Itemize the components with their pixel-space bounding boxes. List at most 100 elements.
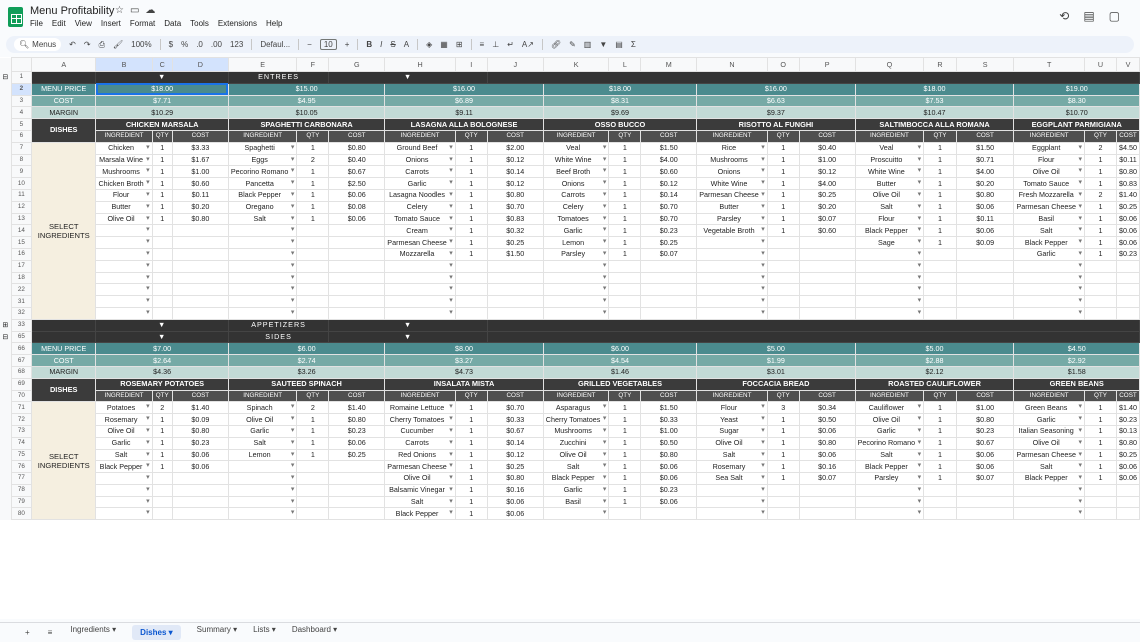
qty-cell[interactable]: 1 (296, 448, 330, 462)
cost-cell[interactable]: $0.08 (328, 200, 386, 214)
qty-cell[interactable]: 1 (1083, 448, 1118, 462)
cost-cell[interactable]: $0.50 (640, 436, 698, 450)
cost-cell[interactable] (955, 306, 1015, 320)
strikethrough-icon[interactable]: S (390, 40, 396, 49)
search-menus[interactable]: 🔍︎ Menus (14, 38, 62, 51)
cost-cell[interactable]: $0.09 (171, 413, 229, 426)
cost-cell[interactable] (328, 306, 386, 320)
qty-cell[interactable] (608, 283, 642, 297)
cost-cell[interactable]: $0.70 (640, 200, 698, 214)
ingredient-dropdown[interactable]: Carrots (542, 188, 610, 202)
qty-cell[interactable]: 1 (766, 141, 800, 155)
column-header-g[interactable]: G (328, 57, 386, 72)
cost-cell[interactable]: $0.23 (1116, 413, 1140, 426)
qty-cell[interactable]: 1 (296, 200, 330, 214)
sheet-tab-dashboard[interactable]: Dashboard ▾ (291, 625, 338, 634)
qty-cell[interactable]: 1 (608, 436, 642, 450)
ingredient-dropdown[interactable] (95, 247, 153, 261)
column-header-l[interactable]: L (608, 57, 642, 72)
qty-cell[interactable] (296, 495, 330, 509)
cost-cell[interactable]: $0.16 (486, 483, 544, 497)
cost-cell[interactable] (955, 295, 1015, 308)
ingredient-dropdown[interactable]: Green Beans (1013, 401, 1085, 415)
qty-cell[interactable]: 1 (923, 153, 957, 167)
cost-cell[interactable]: $0.50 (798, 413, 856, 426)
fill-color-icon[interactable]: ◈ (426, 40, 433, 49)
cost-cell[interactable] (1116, 507, 1140, 521)
ingredient-dropdown[interactable] (542, 306, 610, 320)
select-all-corner[interactable] (10, 57, 32, 72)
ingredient-dropdown[interactable] (95, 507, 153, 521)
cost-cell[interactable]: $0.80 (1116, 165, 1140, 179)
cost-cell[interactable]: $0.06 (486, 507, 544, 521)
ingredient-dropdown[interactable]: White Wine (542, 153, 610, 167)
cost-cell[interactable]: $0.06 (328, 212, 386, 226)
row-header[interactable]: 14 (10, 224, 32, 238)
qty-cell[interactable] (608, 271, 642, 285)
qty-cell[interactable]: 1 (454, 165, 488, 179)
qty-cell[interactable]: 1 (296, 413, 330, 426)
ingredient-dropdown[interactable]: Garlic (95, 436, 153, 450)
qty-cell[interactable]: 1 (766, 460, 800, 474)
ingredient-dropdown[interactable] (1013, 507, 1085, 521)
row-header[interactable]: 17 (10, 259, 32, 273)
row-header[interactable]: 16 (10, 247, 32, 261)
qty-cell[interactable] (151, 271, 173, 285)
qty-cell[interactable] (923, 507, 957, 521)
ingredient-dropdown[interactable]: Ground Beef (384, 141, 456, 155)
cost-cell[interactable] (171, 247, 229, 261)
ingredient-dropdown[interactable]: Celery (384, 200, 456, 214)
dish-cost[interactable]: $2.74 (227, 354, 386, 367)
ingredient-dropdown[interactable]: Cucumber (384, 424, 456, 438)
ingredient-dropdown[interactable]: Garlic (1013, 247, 1085, 261)
qty-cell[interactable] (608, 507, 642, 521)
qty-cell[interactable] (608, 295, 642, 308)
cost-cell[interactable]: $0.71 (955, 153, 1015, 167)
ingredient-dropdown[interactable]: Black Pepper (1013, 472, 1085, 485)
qty-cell[interactable]: 1 (766, 224, 800, 238)
ingredient-dropdown[interactable]: Potatoes (95, 401, 153, 415)
qty-cell[interactable]: 1 (454, 507, 488, 521)
ingredient-dropdown[interactable]: Olive Oil (1013, 165, 1085, 179)
row-header[interactable]: 72 (10, 413, 32, 426)
dish-cost[interactable]: $8.30 (1013, 94, 1140, 108)
qty-cell[interactable]: 1 (1083, 165, 1118, 179)
qty-cell[interactable]: 1 (608, 460, 642, 474)
qty-cell[interactable] (923, 247, 957, 261)
cost-cell[interactable]: $0.80 (328, 141, 386, 155)
menu-data[interactable]: Data (164, 19, 182, 28)
cost-cell[interactable]: $0.11 (171, 188, 229, 202)
cost-cell[interactable]: $0.25 (486, 236, 544, 249)
cost-cell[interactable]: $0.06 (955, 448, 1015, 462)
ingredient-dropdown[interactable]: Rosemary (95, 413, 153, 426)
borders-icon[interactable]: ▦ (440, 40, 448, 49)
row-header[interactable]: 69 (10, 377, 32, 391)
cost-cell[interactable] (798, 507, 856, 521)
qty-cell[interactable]: 1 (151, 413, 173, 426)
collapse-arrow-icon[interactable]: ▼ (95, 71, 229, 84)
ingredient-dropdown[interactable]: Butter (95, 200, 153, 214)
column-header-p[interactable]: P (798, 57, 856, 72)
cost-cell[interactable]: $0.06 (955, 460, 1015, 474)
collapse-arrow-icon[interactable]: ▼ (328, 71, 488, 84)
dish-price[interactable]: $18.00 (854, 82, 1015, 96)
qty-cell[interactable]: 1 (1083, 224, 1118, 238)
qty-cell[interactable]: 1 (923, 413, 957, 426)
qty-cell[interactable]: 1 (1083, 424, 1118, 438)
menu-edit[interactable]: Edit (51, 19, 66, 28)
qty-cell[interactable] (608, 259, 642, 273)
qty-cell[interactable]: 1 (1083, 460, 1118, 474)
column-header-r[interactable]: R (923, 57, 957, 72)
qty-cell[interactable]: 1 (1083, 212, 1118, 226)
qty-cell[interactable]: 1 (454, 141, 488, 155)
sheet-tab-ingredients[interactable]: Ingredients ▾ (70, 625, 117, 634)
row-header[interactable]: 77 (10, 472, 32, 485)
font-size-increase-icon[interactable]: + (344, 40, 350, 49)
dish-price[interactable]: $18.00 (95, 82, 229, 96)
qty-cell[interactable]: 1 (151, 165, 173, 179)
vertical-align-icon[interactable]: ⊥ (492, 40, 500, 49)
qty-cell[interactable] (296, 271, 330, 285)
qty-cell[interactable] (151, 283, 173, 297)
print-icon[interactable]: ⎙ (98, 39, 105, 49)
qty-cell[interactable] (923, 295, 957, 308)
